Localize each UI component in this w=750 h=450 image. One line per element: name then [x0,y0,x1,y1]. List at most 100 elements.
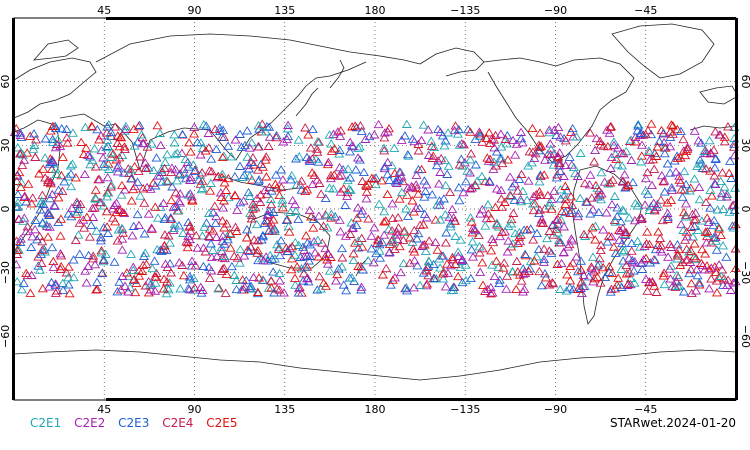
observation-marker [601,208,612,217]
observation-marker [40,173,51,182]
observation-marker [112,236,123,245]
observation-marker [666,195,677,204]
observation-marker [555,284,566,293]
observation-marker [350,165,361,174]
observation-marker [591,133,602,143]
observation-marker [180,154,191,164]
observation-marker [200,146,211,155]
observation-marker [29,129,39,138]
observation-marker [706,191,717,200]
observation-marker [385,280,396,289]
observation-marker [207,245,218,254]
observation-marker [454,140,465,149]
observation-marker [416,135,427,145]
observation-marker [610,149,621,158]
observation-marker [677,192,688,201]
observation-marker [253,288,263,298]
observation-marker [503,221,514,230]
observation-marker [312,137,323,146]
observation-marker [183,162,194,171]
observation-marker [340,231,351,240]
observation-marker [354,142,365,151]
observation-marker [162,149,173,159]
observation-marker [725,285,736,294]
observation-marker [150,181,161,190]
observation-marker [123,164,134,173]
observation-marker [612,203,623,212]
observation-marker [544,127,555,137]
observation-marker [116,190,127,199]
observation-marker [272,284,283,293]
observation-marker [679,166,690,176]
observation-marker [330,212,341,221]
observation-marker [231,226,242,235]
observation-marker [223,192,234,202]
observation-marker [195,282,206,291]
observation-marker [36,258,47,267]
observation-marker [34,169,45,178]
observation-marker [722,189,733,199]
observation-marker [566,160,577,169]
observation-marker [219,251,230,260]
observation-marker [679,207,689,217]
observation-marker [453,124,464,134]
observation-marker [515,236,525,246]
observation-marker [517,186,528,195]
observation-marker [86,121,97,130]
observation-marker [682,142,693,152]
observation-marker [716,188,727,198]
observation-marker [572,211,583,221]
observation-marker [308,223,319,232]
observation-marker [443,128,454,137]
observation-marker [83,261,94,271]
observation-marker [326,209,337,218]
observation-marker [384,123,394,133]
observation-marker [168,223,179,232]
observation-marker [377,237,388,247]
observation-marker [404,233,415,242]
observation-marker [374,199,385,208]
observation-marker [316,189,327,198]
observation-marker [587,223,598,232]
observation-marker [345,137,356,146]
observation-marker [128,262,139,271]
observation-marker [56,251,67,260]
observation-marker [235,197,246,207]
observation-marker [304,256,315,265]
lat-tick-label-left: 60 [0,75,12,89]
observation-marker [326,170,336,180]
observation-marker [646,119,657,128]
observation-marker [45,126,56,135]
observation-marker [131,278,142,287]
observation-marker [544,280,555,289]
observation-marker [379,143,389,152]
observation-marker [158,198,169,207]
observation-marker [474,242,485,251]
observation-marker [551,173,562,182]
observation-marker [377,270,388,279]
observation-marker [431,160,442,170]
observation-marker [553,158,564,167]
observation-marker [317,238,328,247]
observation-marker [566,205,577,214]
observation-marker [216,132,227,141]
observation-marker [723,275,734,284]
observation-marker [612,143,623,152]
observation-marker [332,269,343,279]
observation-marker [63,172,73,181]
observation-marker [555,166,566,175]
observation-marker [487,288,498,297]
observation-marker [39,247,50,256]
observation-marker [152,244,163,254]
observation-marker [482,153,493,162]
observation-marker [68,255,79,264]
lon-tick-label-bottom: 90 [188,403,202,416]
observation-marker [611,154,622,163]
observation-marker [675,126,686,136]
observation-marker [508,135,518,145]
observation-marker [226,152,237,161]
observation-markers [9,119,741,298]
observation-marker [379,163,390,173]
observation-marker [525,256,536,266]
observation-marker [178,164,189,174]
